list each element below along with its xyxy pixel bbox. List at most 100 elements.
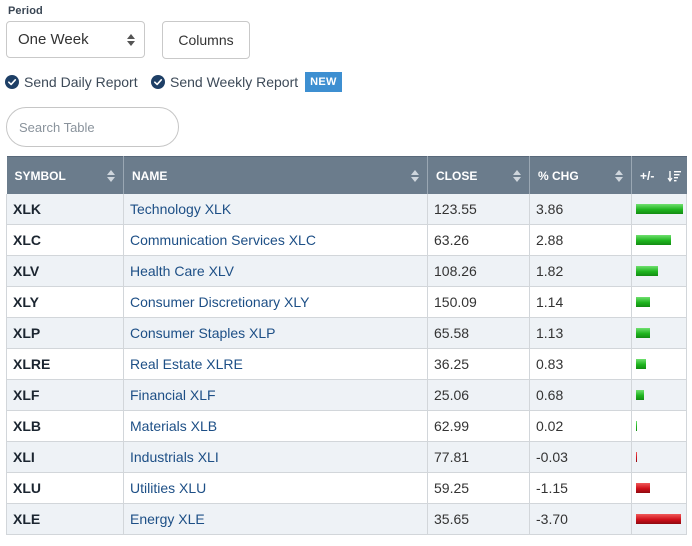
table-row: XLV Health Care XLV 108.26 1.82: [6, 255, 687, 287]
columns-button[interactable]: Columns: [162, 21, 250, 59]
change-bar: [636, 390, 644, 400]
table-row: XLC Communication Services XLC 63.26 2.88: [6, 224, 687, 256]
cell-pct-chg: 0.02: [529, 410, 632, 442]
cell-symbol: XLK: [6, 194, 124, 225]
cell-name: Financial XLF: [123, 379, 428, 411]
cell-name: Consumer Staples XLP: [123, 317, 428, 349]
header-name[interactable]: NAME: [123, 156, 428, 194]
sector-name-link[interactable]: Real Estate XLRE: [130, 356, 243, 372]
cell-change-bar: [631, 348, 687, 380]
table-row: XLY Consumer Discretionary XLY 150.09 1.14: [6, 286, 687, 318]
change-bar: [636, 421, 637, 431]
change-bar: [636, 452, 637, 462]
table-row: XLI Industrials XLI 77.81 -0.03: [6, 441, 687, 473]
sort-descending-icon: [667, 170, 681, 182]
change-bar: [636, 483, 650, 493]
sector-name-link[interactable]: Financial XLF: [130, 387, 216, 403]
cell-symbol: XLF: [6, 379, 124, 411]
cell-symbol: XLRE: [6, 348, 124, 380]
send-daily-report-checkbox[interactable]: Send Daily Report: [5, 72, 138, 92]
sector-name-link[interactable]: Materials XLB: [130, 418, 218, 434]
cell-name: Communication Services XLC: [123, 224, 428, 256]
change-bar: [636, 328, 650, 338]
cell-close: 25.06: [427, 379, 530, 411]
header-name-label: NAME: [132, 168, 168, 183]
cell-change-bar: [631, 317, 687, 349]
table-row: XLF Financial XLF 25.06 0.68: [6, 379, 687, 411]
sort-arrows-icon: [107, 169, 115, 182]
cell-change-bar: [631, 286, 687, 318]
period-label: Period: [8, 5, 43, 17]
table-header-row: SYMBOL NAME CLOSE % CHG +/-: [6, 156, 687, 194]
cell-change-bar: [631, 503, 687, 535]
search-table-input[interactable]: [6, 107, 179, 147]
cell-name: Materials XLB: [123, 410, 428, 442]
weekly-report-label: Send Weekly Report: [170, 74, 299, 90]
table-row: XLU Utilities XLU 59.25 -1.15: [6, 472, 687, 504]
cell-symbol: XLI: [6, 441, 124, 473]
cell-pct-chg: 1.13: [529, 317, 632, 349]
period-select-value: One Week: [18, 31, 89, 48]
daily-report-label: Send Daily Report: [24, 74, 138, 90]
cell-symbol: XLE: [6, 503, 124, 535]
cell-pct-chg: 1.82: [529, 255, 632, 287]
change-bar: [636, 514, 681, 524]
cell-close: 65.58: [427, 317, 530, 349]
cell-change-bar: [631, 224, 687, 256]
cell-name: Energy XLE: [123, 503, 428, 535]
cell-pct-chg: -0.03: [529, 441, 632, 473]
change-bar: [636, 359, 646, 369]
header-pct-chg[interactable]: % CHG: [529, 156, 632, 194]
cell-name: Consumer Discretionary XLY: [123, 286, 428, 318]
period-select[interactable]: One Week: [6, 21, 145, 58]
cell-symbol: XLY: [6, 286, 124, 318]
cell-close: 35.65: [427, 503, 530, 535]
sector-name-link[interactable]: Consumer Discretionary XLY: [130, 294, 310, 310]
sort-arrows-icon: [615, 169, 623, 182]
checkmark-circle-icon: [5, 75, 19, 89]
cell-close: 63.26: [427, 224, 530, 256]
new-badge: NEW: [305, 72, 342, 92]
sort-arrows-icon: [411, 169, 419, 182]
cell-close: 77.81: [427, 441, 530, 473]
table-row: XLRE Real Estate XLRE 36.25 0.83: [6, 348, 687, 380]
sector-name-link[interactable]: Utilities XLU: [130, 480, 207, 496]
cell-pct-chg: -1.15: [529, 472, 632, 504]
cell-close: 59.25: [427, 472, 530, 504]
cell-symbol: XLB: [6, 410, 124, 442]
cell-change-bar: [631, 379, 687, 411]
cell-pct-chg: 3.86: [529, 194, 632, 225]
sort-arrows-icon: [127, 33, 135, 46]
cell-name: Technology XLK: [123, 194, 428, 225]
header-close[interactable]: CLOSE: [427, 156, 530, 194]
change-bar: [636, 204, 683, 214]
cell-pct-chg: -3.70: [529, 503, 632, 535]
cell-pct-chg: 2.88: [529, 224, 632, 256]
cell-symbol: XLC: [6, 224, 124, 256]
checkmark-circle-icon: [151, 75, 165, 89]
cell-pct-chg: 0.68: [529, 379, 632, 411]
sector-name-link[interactable]: Consumer Staples XLP: [130, 325, 276, 341]
header-plus-minus-label: +/-: [640, 168, 655, 183]
table-row: XLE Energy XLE 35.65 -3.70: [6, 503, 687, 535]
sector-name-link[interactable]: Technology XLK: [130, 201, 232, 217]
header-symbol[interactable]: SYMBOL: [6, 156, 124, 194]
header-plus-minus[interactable]: +/-: [631, 156, 687, 194]
cell-close: 150.09: [427, 286, 530, 318]
cell-name: Real Estate XLRE: [123, 348, 428, 380]
cell-name: Utilities XLU: [123, 472, 428, 504]
sector-name-link[interactable]: Energy XLE: [130, 511, 205, 527]
table-body: XLK Technology XLK 123.55 3.86 XLC Communicat…: [6, 194, 687, 535]
table-row: XLP Consumer Staples XLP 65.58 1.13: [6, 317, 687, 349]
sector-name-link[interactable]: Health Care XLV: [130, 263, 235, 279]
cell-name: Health Care XLV: [123, 255, 428, 287]
send-weekly-report-checkbox[interactable]: Send Weekly Report NEW: [151, 72, 342, 92]
change-bar: [636, 297, 650, 307]
table-row: XLB Materials XLB 62.99 0.02: [6, 410, 687, 442]
header-close-label: CLOSE: [436, 168, 478, 183]
change-bar: [636, 235, 671, 245]
table-row: XLK Technology XLK 123.55 3.86: [6, 194, 687, 225]
sector-name-link[interactable]: Communication Services XLC: [130, 232, 316, 248]
sector-name-link[interactable]: Industrials XLI: [130, 449, 219, 465]
